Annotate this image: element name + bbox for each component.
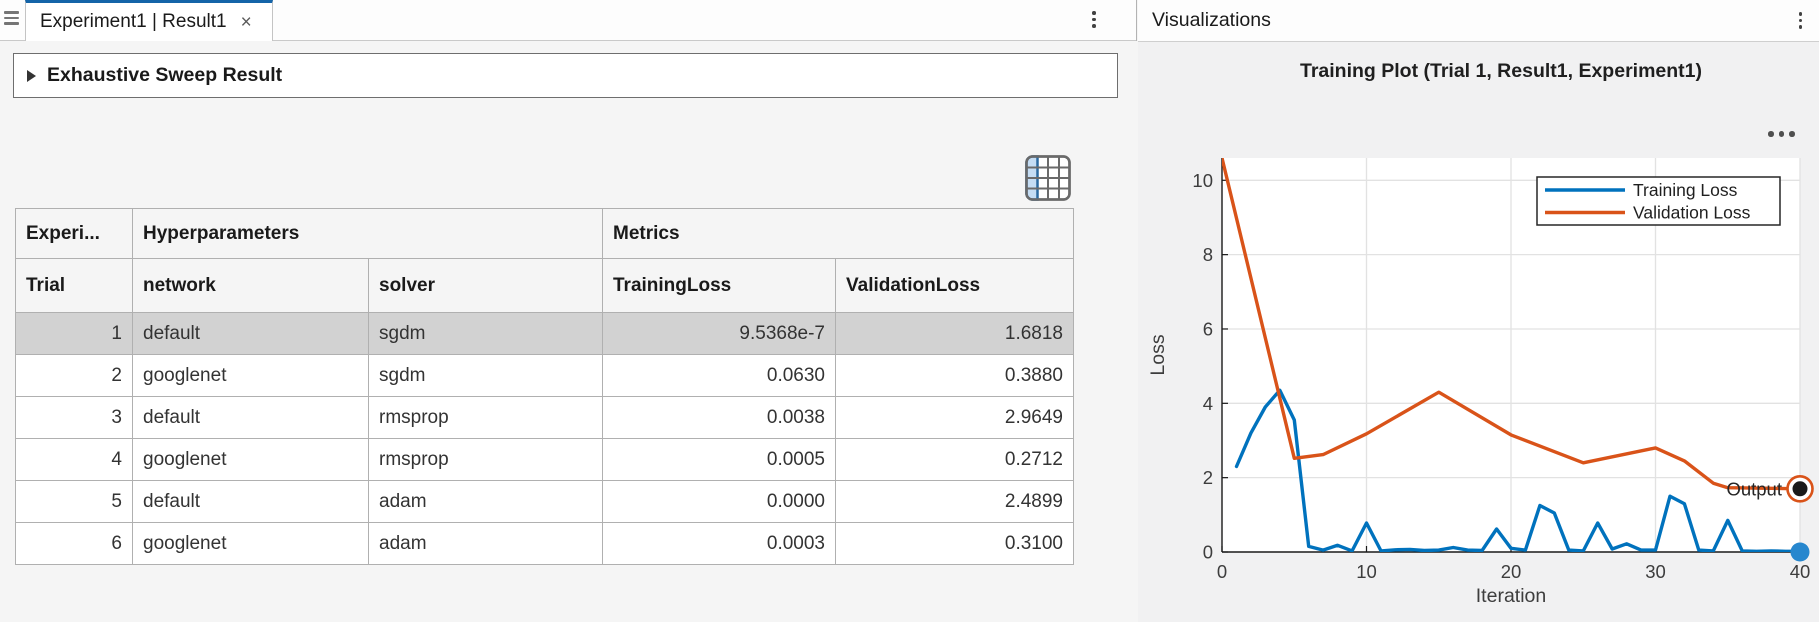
results-table: Experi... Hyperparameters Metrics Trial netw…	[15, 208, 1074, 565]
expand-arrow-icon	[27, 69, 36, 82]
cell-trial[interactable]: 4	[15, 438, 133, 481]
cell-trial[interactable]: 1	[15, 312, 133, 355]
output-dot-icon	[1792, 481, 1808, 497]
cell-training-loss[interactable]: 0.0630	[602, 354, 836, 397]
tab-experiment1-result1[interactable]: Experiment1 | Result1 ×	[25, 0, 273, 41]
column-header-trial: Trial	[15, 258, 133, 313]
cell-training-loss[interactable]: 9.5368e-7	[602, 312, 836, 355]
results-panel: Experiment1 | Result1 × Exhaustive Sweep…	[0, 0, 1137, 622]
table-view-icon[interactable]	[1025, 155, 1071, 201]
cell-solver[interactable]: adam	[368, 480, 603, 523]
training-loss-line	[1234, 388, 1800, 552]
results-table-body: 1 default sgdm 9.5368e-7 1.6818 2 googlenet sgd…	[15, 312, 1074, 565]
table-row-trial-1[interactable]: 1 default sgdm 9.5368e-7 1.6818	[15, 312, 1074, 355]
cell-trial[interactable]: 2	[15, 354, 133, 397]
cell-training-loss[interactable]: 0.0005	[602, 438, 836, 481]
cell-validation-loss[interactable]: 0.3100	[835, 522, 1074, 565]
x-tick-label: 40	[1790, 561, 1811, 582]
cell-solver[interactable]: adam	[368, 522, 603, 565]
table-row-trial-5[interactable]: 5 default adam 0.0000 2.4899	[15, 480, 1074, 523]
document-options-icon[interactable]	[1089, 8, 1099, 31]
legend-label-training-loss: Training Loss	[1633, 180, 1738, 200]
cell-validation-loss[interactable]: 2.9649	[835, 396, 1074, 439]
x-axis-label: Iteration	[1476, 585, 1546, 607]
x-tick-label: 20	[1501, 561, 1522, 582]
cell-network[interactable]: googlenet	[132, 438, 369, 481]
document-tab-bar: Experiment1 | Result1 ×	[0, 0, 1136, 41]
cell-network[interactable]: default	[132, 480, 369, 523]
cell-validation-loss[interactable]: 0.2712	[835, 438, 1074, 481]
y-tick-label: 8	[1203, 244, 1213, 265]
cell-network[interactable]: default	[132, 396, 369, 439]
visualizations-header: Visualizations	[1138, 0, 1819, 42]
group-header-experi: Experi...	[15, 208, 133, 259]
table-row-trial-4[interactable]: 4 googlenet rmsprop 0.0005 0.2712	[15, 438, 1074, 481]
cell-solver[interactable]: sgdm	[368, 354, 603, 397]
cell-training-loss[interactable]: 0.0000	[602, 480, 836, 523]
tab-label: Experiment1 | Result1	[40, 11, 227, 32]
visualizations-body: 0 10 20 30 40 0 2 4 6 8 10 Loss Iteration Training Lo…	[1138, 42, 1819, 622]
column-header-trainingloss: TrainingLoss	[602, 258, 836, 313]
plot-title: Training Plot (Trial 1, Result1, Experim…	[1299, 60, 1703, 82]
close-icon[interactable]: ×	[240, 11, 252, 33]
column-header-validationloss: ValidationLoss	[835, 258, 1074, 313]
cell-solver[interactable]: rmsprop	[368, 396, 603, 439]
cell-trial[interactable]: 3	[15, 396, 133, 439]
group-header-metrics: Metrics	[602, 208, 1074, 259]
legend[interactable]: Training Loss Validation Loss	[1536, 176, 1781, 226]
cell-training-loss[interactable]: 0.0038	[602, 396, 836, 439]
visualizations-options-icon[interactable]	[1796, 9, 1806, 32]
y-tick-label: 10	[1192, 170, 1213, 191]
cell-solver[interactable]: rmsprop	[368, 438, 603, 481]
panel-menu-icon[interactable]	[4, 11, 19, 27]
results-table-header: Experi... Hyperparameters Metrics Trial netw…	[15, 208, 1074, 313]
table-row-trial-6[interactable]: 6 googlenet adam 0.0003 0.3100	[15, 522, 1074, 565]
y-tick-label: 0	[1203, 542, 1213, 563]
cell-training-loss[interactable]: 0.0003	[602, 522, 836, 565]
validation-loss-line	[1222, 158, 1800, 491]
visualizations-title: Visualizations	[1152, 9, 1271, 31]
cell-solver[interactable]: sgdm	[368, 312, 603, 355]
x-tick-label: 30	[1645, 561, 1666, 582]
group-header-hyperparameters: Hyperparameters	[132, 208, 603, 259]
cell-validation-loss[interactable]: 0.3880	[835, 354, 1074, 397]
output-label: Output	[1726, 478, 1782, 499]
cell-trial[interactable]: 5	[15, 480, 133, 523]
training-end-marker	[1790, 542, 1810, 562]
training-plot[interactable]: 0 10 20 30 40 0 2 4 6 8 10 Loss Iteration Training Lo…	[1138, 42, 1819, 622]
cell-validation-loss[interactable]: 2.4899	[835, 480, 1074, 523]
table-row-trial-3[interactable]: 3 default rmsprop 0.0038 2.9649	[15, 396, 1074, 439]
table-row-trial-2[interactable]: 2 googlenet sgdm 0.0630 0.3880	[15, 354, 1074, 397]
cell-trial[interactable]: 6	[15, 522, 133, 565]
y-tick-label: 4	[1203, 393, 1213, 414]
x-tick-label: 0	[1217, 561, 1227, 582]
legend-label-validation-loss: Validation Loss	[1633, 203, 1751, 223]
x-tick-label: 10	[1356, 561, 1377, 582]
y-tick-label: 2	[1203, 467, 1213, 488]
cell-validation-loss[interactable]: 1.6818	[835, 312, 1074, 355]
result-header[interactable]: Exhaustive Sweep Result	[13, 53, 1118, 98]
column-header-network: network	[132, 258, 369, 313]
y-axis-label: Loss	[1147, 334, 1169, 375]
cell-network[interactable]: googlenet	[132, 354, 369, 397]
cell-network[interactable]: default	[132, 312, 369, 355]
result-header-label: Exhaustive Sweep Result	[47, 64, 283, 86]
column-header-solver: solver	[368, 258, 603, 313]
results-panel-body: Exhaustive Sweep Result Experi... Hyperpa…	[0, 41, 1137, 622]
cell-network[interactable]: googlenet	[132, 522, 369, 565]
visualizations-panel: Visualizations 0 10 20 30 40 0 2 4 6 8 10 Loss Itera…	[1138, 0, 1819, 622]
axes-toolbar-icon[interactable]	[1766, 129, 1797, 139]
y-tick-label: 6	[1203, 318, 1213, 339]
